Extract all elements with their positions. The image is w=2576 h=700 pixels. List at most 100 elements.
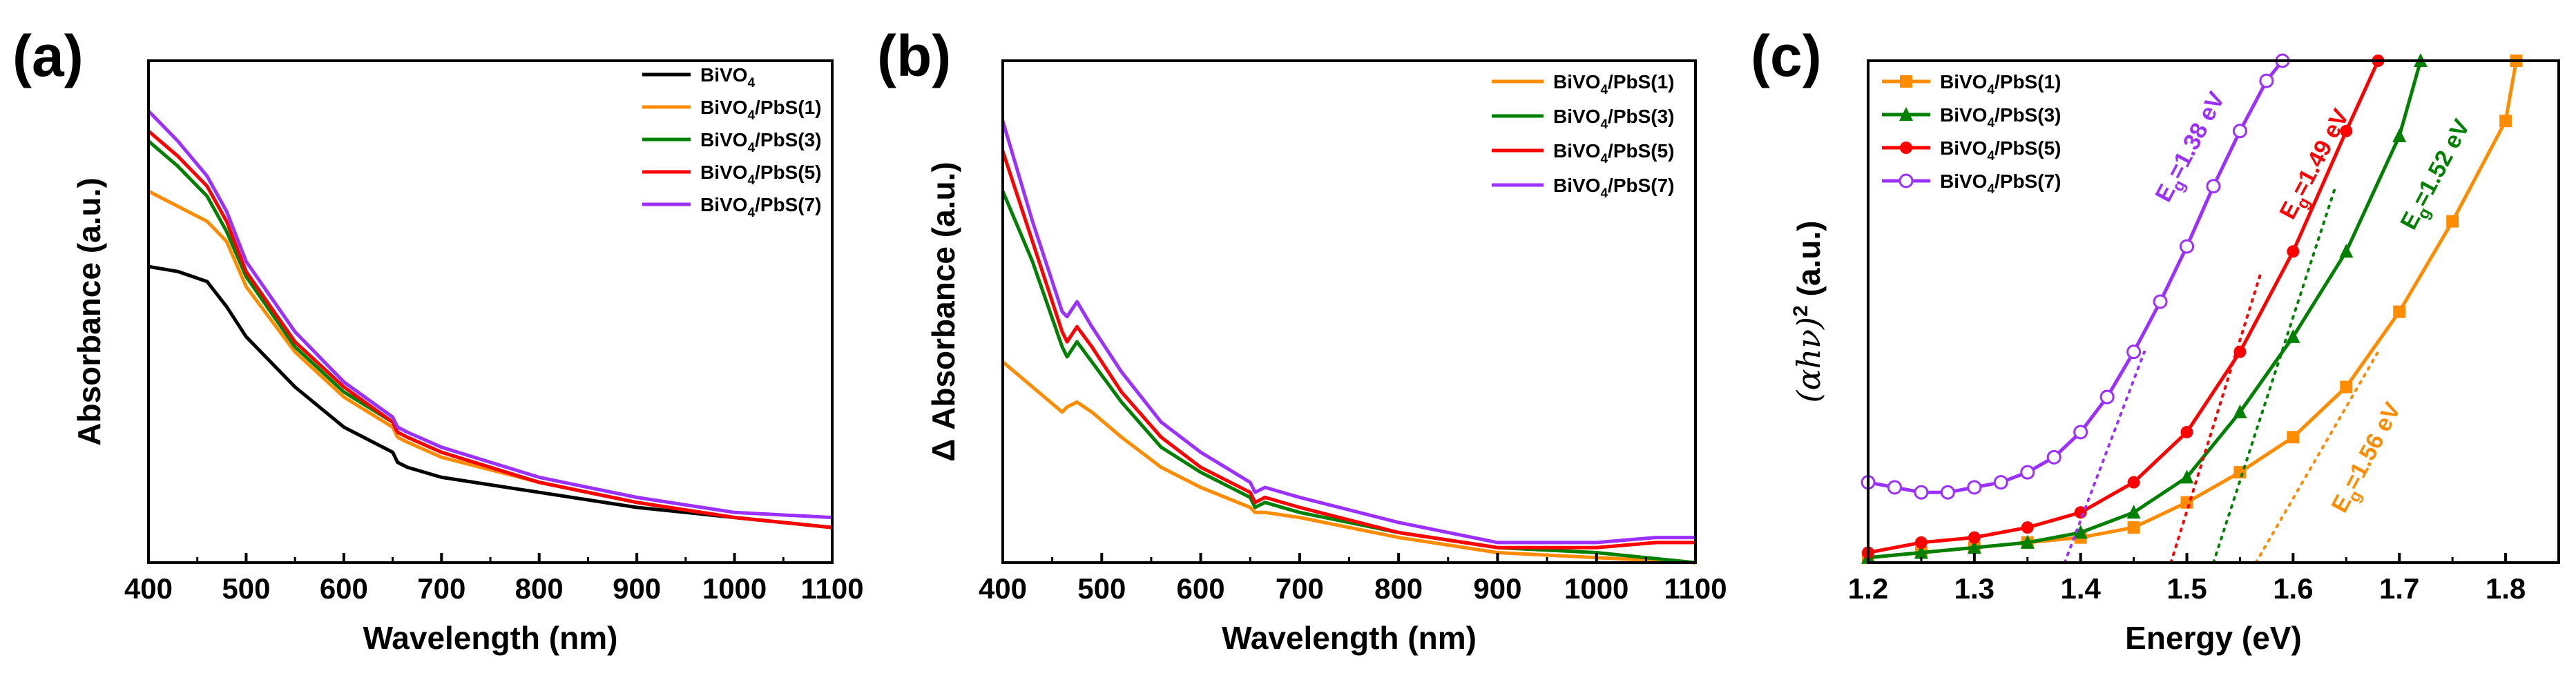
panel-c-legend-2-marker [1900, 142, 1912, 154]
panel-c-series-1-point [1967, 540, 1981, 554]
panel-a-series-4-line [147, 109, 833, 520]
panel-c-series-0-point [2446, 215, 2459, 228]
panel-b-xtick-label: 1000 [1564, 572, 1628, 605]
panel-c-bandgap-1: Eg=1.52 eV [2396, 115, 2480, 236]
panel-c-legend-0-marker [1900, 75, 1912, 88]
panel-a-label: (a) [12, 23, 84, 88]
panel-c-series-1-point [2233, 404, 2247, 418]
panel-c-series-2-line [1867, 59, 2380, 554]
panel-c: (c) 1.2 1.3 1.4 1.5 1.6 1.7 1.8 Energy (eV) (αhν)… [1751, 23, 2560, 656]
panel-c-series-2-point [2021, 521, 2034, 534]
panel-c-legend-0-label: BiVO4/PbS(1) [1940, 71, 2061, 97]
panel-a-xlabel: Wavelength (nm) [363, 620, 618, 656]
panel-b-legend-0-label: BiVO4/PbS(1) [1553, 71, 1675, 97]
panel-b: (b) 400 500 600 700 800 900 1000 1100 Wavelength … [877, 23, 1727, 656]
panel-c-series-1-point [2392, 128, 2407, 143]
panel-c-series-2-point [2127, 476, 2140, 489]
panel-c-series-2-point [2180, 425, 2193, 438]
panel-c-series-2-point [1914, 536, 1928, 549]
panel-b-legend-2-label: BiVO4/PbS(5) [1553, 140, 1675, 166]
panel-b-xtick-label: 900 [1473, 572, 1521, 605]
panel-c-series-0-point [2499, 115, 2512, 128]
panel-c-series-3-point [2153, 294, 2168, 309]
panel-b-xtick-label: 600 [1177, 572, 1225, 605]
panel-c-xtick-label: 1.4 [2060, 572, 2101, 605]
panel-c-xtick-label: 1.5 [2166, 572, 2207, 605]
panel-c-xtick-label: 1.8 [2486, 572, 2526, 605]
panel-a-legend-3-label: BiVO4/PbS(5) [700, 162, 822, 188]
panel-c-series-3-point [2046, 449, 2061, 465]
panel-c-series-1-point [1914, 545, 1928, 559]
panel-b-xtick-label: 1100 [1664, 572, 1727, 605]
panel-c-series-3-point [2180, 239, 2195, 254]
panel-b-ylabel: Δ Absorbance (a.u.) [925, 162, 961, 461]
panel-b-series-2-line [1001, 150, 1695, 550]
panel-c-legend-1-label: BiVO4/PbS(3) [1940, 104, 2061, 130]
panel-a-series-0-line [148, 264, 833, 529]
panel-a-legend-0-label: BiVO4 [700, 64, 755, 90]
panel-c-series-3-point [2232, 124, 2247, 139]
panel-c-series-3-point [1940, 485, 1955, 500]
panel-c-xtick-label: 1.2 [1848, 572, 1888, 605]
panel-c-series-3-point [1967, 480, 1982, 495]
panel-c-series-3-point [1993, 475, 2008, 490]
panel-b-legend-3-label: BiVO4/PbS(7) [1553, 175, 1675, 201]
panel-b-frame [1001, 59, 1697, 564]
panel-c-series-3-point [2259, 73, 2274, 88]
panel-c-legend-2-label: BiVO4/PbS(5) [1940, 137, 2061, 164]
panel-c-frame [1867, 59, 2560, 564]
panel-b-xtick-label: 800 [1374, 572, 1423, 605]
panel-c-series-1-point [2020, 534, 2035, 549]
panel-c-ylabel: (αhν)2 (a.u.) [1789, 221, 1827, 403]
panel-a-xtick-label: 700 [417, 572, 465, 605]
panel-c-series-1-point [2286, 329, 2300, 343]
panel-a-xtick-label: 800 [515, 572, 564, 605]
panel-c-bandgap-0: Eg=1.56 eV [2327, 398, 2411, 519]
panel-c-series-0-point [2340, 380, 2353, 393]
panel-c-legend-1-marker [1899, 107, 1913, 121]
panel-c-series-3-point [2206, 179, 2221, 194]
panel-c-series-2-point [2287, 245, 2300, 258]
panel-a-xtick-label: 900 [613, 572, 661, 605]
panel-c-label: (c) [1751, 23, 1822, 88]
panel-b-series-0-line [1001, 360, 1696, 565]
panel-c-series-0-point [2287, 431, 2300, 444]
panel-c-series-3-point [2073, 425, 2088, 440]
panel-c-series-3-point [1914, 485, 1929, 500]
panel-c-series-3-point [1887, 480, 1902, 495]
panel-a-legend-2-label: BiVO4/PbS(3) [700, 129, 822, 155]
panel-c-legend-3-label: BiVO4/PbS(7) [1940, 171, 2061, 197]
panel-a-xtick-label: 500 [222, 572, 270, 605]
panel-a-series-3-line [147, 129, 833, 529]
panel-c-series-1-point [2073, 525, 2088, 539]
panel-c-series-0-point [2127, 521, 2140, 534]
panel-a-xtick-label: 1000 [702, 572, 767, 605]
panel-b-xtick-label: 700 [1276, 572, 1324, 605]
panel-b-legend-1-label: BiVO4/PbS(3) [1553, 106, 1675, 132]
panel-a-xtick-label: 400 [124, 572, 173, 605]
panel-c-series-0-tangent [2254, 350, 2380, 564]
panel-b-xtick-label: 400 [979, 572, 1027, 605]
panel-a: (a) 400 500 600 700 800 900 1000 1100 Wavelength … [12, 23, 864, 656]
panel-b-xlabel: Wavelength (nm) [1222, 620, 1477, 656]
panel-b-label: (b) [877, 23, 951, 88]
panel-c-xlabel: Energy (eV) [2125, 620, 2302, 656]
panel-c-series-3-point [2126, 344, 2142, 360]
panel-a-legend-1-label: BiVO4/PbS(1) [700, 97, 822, 123]
panel-c-xtick-label: 1.3 [1954, 572, 1995, 605]
panel-c-series-1-line [1867, 60, 2423, 560]
panel-b-series-1-line [1001, 191, 1696, 565]
panel-c-legend-3-marker [1899, 173, 1914, 188]
panel-c-series-1-point [2339, 244, 2354, 258]
panel-a-xtick-label: 1100 [800, 572, 863, 605]
panel-c-series-2-point [1968, 531, 1981, 544]
panel-b-series-3-line [1001, 120, 1695, 545]
panel-a-legend-4-label: BiVO4/PbS(7) [700, 194, 822, 220]
panel-a-ylabel: Absorbance (a.u.) [71, 177, 107, 446]
panel-c-series-0-point [2393, 305, 2406, 318]
panel-c-series-1-point [2180, 469, 2194, 484]
panel-a-xtick-label: 600 [320, 572, 368, 605]
panel-c-series-3-point [2020, 465, 2035, 480]
panel-c-xtick-label: 1.7 [2379, 572, 2419, 605]
